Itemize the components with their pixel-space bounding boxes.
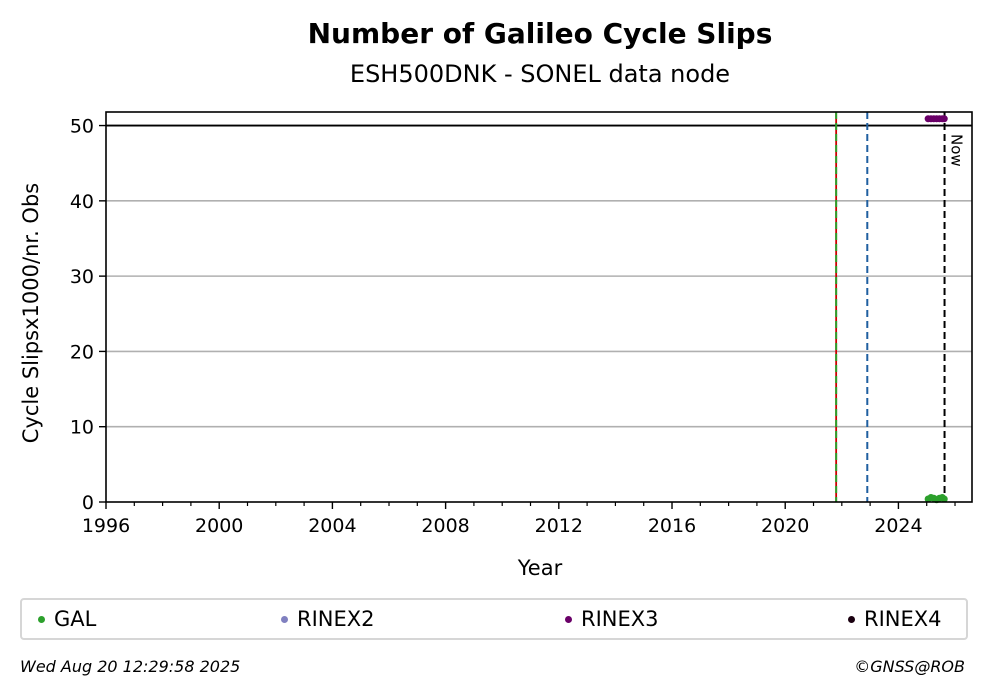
legend-item-gal: GAL [38, 600, 96, 638]
footer-credit: ©GNSS@ROB [854, 657, 965, 676]
legend-item-rinex3: RINEX3 [565, 600, 659, 638]
x-tick-label: 1996 [82, 515, 130, 537]
chart-title: Number of Galileo Cycle Slips [308, 17, 773, 50]
legend-marker-gal [38, 615, 45, 623]
legend-label-rinex3: RINEX3 [581, 607, 659, 631]
y-tick-label: 10 [70, 417, 94, 439]
data-point-rinex3 [940, 115, 948, 123]
x-tick-label: 2024 [874, 515, 922, 537]
legend-item-rinex2: RINEX2 [281, 600, 375, 638]
legend-marker-rinex3 [565, 615, 572, 623]
footer-timestamp: Wed Aug 20 12:29:58 2025 [20, 657, 241, 676]
y-tick-label: 0 [82, 492, 94, 514]
data-point-gal [940, 495, 948, 503]
x-tick-label: 2012 [535, 515, 583, 537]
legend-label-rinex4: RINEX4 [864, 607, 942, 631]
legend-marker-rinex4 [848, 615, 855, 623]
plot-frame [105, 111, 973, 503]
chart-subtitle: ESH500DNK - SONEL data node [350, 60, 730, 88]
legend-label-gal: GAL [54, 607, 97, 631]
legend-marker-rinex2 [281, 615, 288, 623]
y-tick-label: 50 [70, 116, 94, 138]
legend-item-rinex4: RINEX4 [848, 600, 942, 638]
y-tick-label: 30 [70, 266, 94, 288]
y-tick-label: 20 [70, 341, 94, 363]
x-tick-label: 2004 [308, 515, 356, 537]
y-tick-label: 40 [70, 191, 94, 213]
x-tick-label: 2000 [195, 515, 243, 537]
x-tick-label: 2016 [648, 515, 696, 537]
x-axis-label: Year [517, 556, 563, 580]
legend-label-rinex2: RINEX2 [297, 607, 375, 631]
y-axis-label: Cycle Slipsx1000/nr. Obs [19, 183, 43, 443]
now-label: Now [948, 134, 966, 167]
legend: GAL RINEX2 RINEX3 RINEX4 [20, 598, 968, 640]
x-tick-label: 2008 [421, 515, 469, 537]
x-tick-label: 2020 [761, 515, 809, 537]
